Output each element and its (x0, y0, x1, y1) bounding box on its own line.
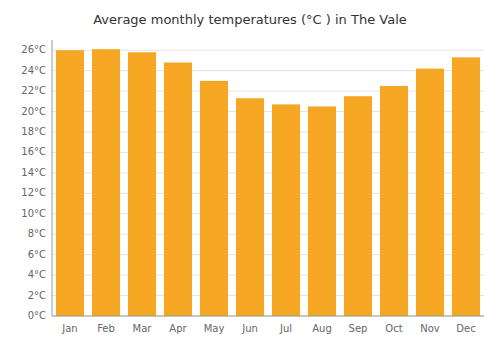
y-tick-label: 0°C (28, 310, 46, 321)
chart-container: 0°C 2°C 4°C 6°C 8°C 10°C 12°C 14°C 16°C 18°C 20°C 2… (0, 0, 500, 350)
x-tick-label: Sep (349, 323, 368, 334)
y-tick-label: 22°C (21, 85, 46, 96)
bar (128, 52, 156, 316)
x-tick-label: Aug (312, 323, 332, 334)
x-tick-label: Dec (456, 323, 475, 334)
y-tick-label: 18°C (21, 126, 46, 137)
y-tick-label: 16°C (21, 146, 46, 157)
bar (236, 98, 264, 316)
y-tick-label: 20°C (21, 106, 46, 117)
bars (56, 49, 480, 316)
y-tick-label: 6°C (28, 249, 46, 260)
chart-svg: 0°C 2°C 4°C 6°C 8°C 10°C 12°C 14°C 16°C 18°C 20°C 2… (0, 0, 500, 350)
title: Average monthly temperatures (°C ) in Th… (93, 12, 407, 27)
y-tick-label: 10°C (21, 208, 46, 219)
bar (56, 50, 84, 316)
x-tick-label: Jan (61, 323, 77, 334)
bar (452, 57, 480, 316)
x-axis-line (52, 316, 484, 317)
grid-line (52, 316, 484, 317)
x-tick-label: Oct (385, 323, 402, 334)
x-tick-label: Nov (420, 323, 440, 334)
y-tick-label: 2°C (28, 290, 46, 301)
y-tick-label: 24°C (21, 65, 46, 76)
bar (200, 81, 228, 316)
x-tick-label: Feb (97, 323, 115, 334)
bar (92, 49, 120, 316)
y-axis-line (52, 40, 53, 316)
y-tick-label: 26°C (21, 44, 46, 55)
y-tick-label: 14°C (21, 167, 46, 178)
y-axis: 0°C 2°C 4°C 6°C 8°C 10°C 12°C 14°C 16°C 18°C 20°C 2… (21, 40, 52, 321)
bar (164, 62, 192, 316)
x-tick-label: Apr (169, 323, 187, 334)
bar (380, 86, 408, 316)
y-tick-label: 12°C (21, 187, 46, 198)
bar (344, 96, 372, 316)
y-tick-label: 4°C (28, 269, 46, 280)
x-tick-label: May (204, 323, 225, 334)
bar (416, 69, 444, 316)
bar (308, 106, 336, 316)
x-tick-label: Jul (279, 323, 292, 334)
x-axis: Jan Feb Mar Apr May Jun Jul Aug Sep Oct Nov Dec (52, 316, 484, 334)
y-tick-label: 8°C (28, 228, 46, 239)
x-tick-label: Mar (133, 323, 153, 334)
x-tick-label: Jun (241, 323, 258, 334)
bar (272, 104, 300, 316)
